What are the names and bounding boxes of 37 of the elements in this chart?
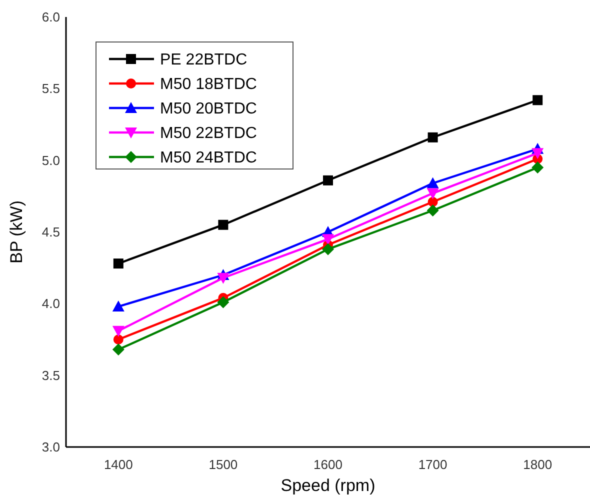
point xyxy=(532,95,543,106)
point xyxy=(112,300,124,312)
point xyxy=(426,188,439,200)
point xyxy=(218,220,228,230)
y-tick-label: 4.0 xyxy=(42,296,60,312)
y-tick-label: 4.5 xyxy=(42,224,60,240)
y-tick-label: 5.5 xyxy=(42,81,60,96)
x-tick-label: 1600 xyxy=(314,457,342,472)
x-axis-title: Speed (rpm) xyxy=(280,476,376,495)
point xyxy=(113,334,124,344)
y-tick-label: 5.0 xyxy=(42,152,60,168)
legend-label: M50 24BTDC xyxy=(160,150,257,167)
point xyxy=(532,162,544,174)
point xyxy=(112,344,124,356)
y-tick-label: 3.5 xyxy=(42,368,60,383)
point xyxy=(322,243,334,256)
point xyxy=(322,234,334,246)
x-tick-label: 1700 xyxy=(418,457,448,472)
point xyxy=(113,258,124,269)
point xyxy=(426,204,439,216)
legend-label: PE 22BTDC xyxy=(160,52,248,69)
x-tick-label: 1500 xyxy=(208,457,238,472)
point xyxy=(323,175,333,186)
point xyxy=(217,296,230,308)
x-tick-label: 1800 xyxy=(523,457,552,472)
y-axis-title: BP (kW) xyxy=(7,200,26,264)
point xyxy=(112,326,124,337)
point xyxy=(428,132,438,142)
x-tick-label: 1400 xyxy=(104,457,133,472)
point xyxy=(217,272,230,284)
y-tick-label: 6.0 xyxy=(42,10,60,25)
point xyxy=(532,148,544,160)
y-tick-label: 3.0 xyxy=(42,440,60,455)
point xyxy=(426,177,439,188)
legend-label: M50 20BTDC xyxy=(160,100,257,118)
legend-label: M50 22BTDC xyxy=(160,125,257,142)
legend-label: M50 18BTDC xyxy=(160,76,257,94)
